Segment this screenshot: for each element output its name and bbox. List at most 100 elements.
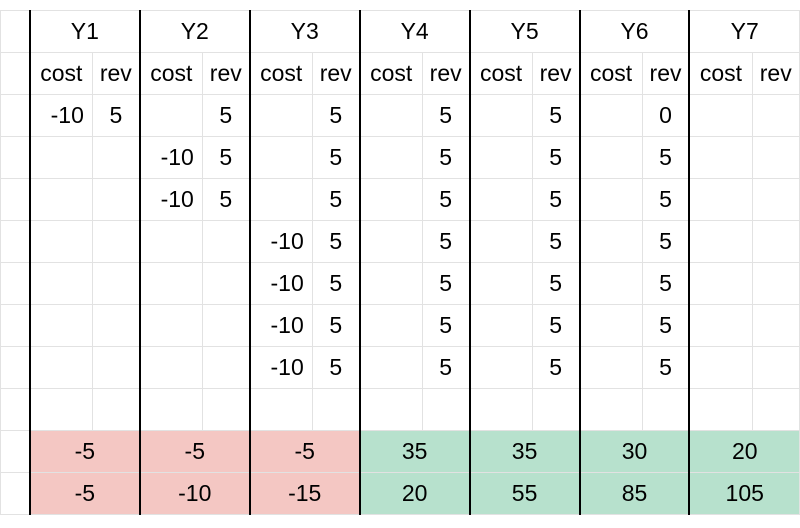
rev-cell[interactable]: 5 <box>641 136 690 179</box>
rev-header-cell[interactable]: rev <box>641 52 690 95</box>
net-cell[interactable]: 30 <box>578 430 690 473</box>
net-cell[interactable]: -5 <box>248 430 361 473</box>
rev-cell[interactable]: 5 <box>311 304 361 347</box>
cost-cell[interactable] <box>358 346 423 389</box>
cost-header-cell[interactable]: cost <box>468 52 533 95</box>
row-gap-cell[interactable] <box>0 52 31 95</box>
cost-cell[interactable] <box>468 262 533 305</box>
cost-cell[interactable] <box>468 178 533 221</box>
cost-cell[interactable] <box>138 388 203 431</box>
rev-cell[interactable] <box>91 178 141 221</box>
year-header-cell[interactable]: Y7 <box>688 10 800 53</box>
rev-header-cell[interactable]: rev <box>311 52 361 95</box>
cost-cell[interactable] <box>688 346 753 389</box>
rev-cell[interactable] <box>201 304 251 347</box>
rev-cell[interactable] <box>201 388 251 431</box>
row-gap-cell[interactable] <box>0 10 31 53</box>
rev-cell[interactable]: 5 <box>201 136 251 179</box>
rev-cell[interactable] <box>91 388 141 431</box>
cumulative-cell[interactable]: 85 <box>578 472 690 515</box>
row-gap-cell[interactable] <box>0 220 31 263</box>
cost-cell[interactable] <box>28 388 93 431</box>
rev-header-cell[interactable]: rev <box>91 52 141 95</box>
cost-cell[interactable] <box>28 220 93 263</box>
cost-header-cell[interactable]: cost <box>248 52 313 95</box>
rev-cell[interactable] <box>751 304 800 347</box>
cost-cell[interactable] <box>578 262 643 305</box>
row-gap-cell[interactable] <box>0 430 31 473</box>
rev-cell[interactable]: 5 <box>421 178 471 221</box>
rev-cell[interactable]: 5 <box>641 262 690 305</box>
rev-cell[interactable]: 5 <box>311 136 361 179</box>
rev-cell[interactable] <box>91 136 141 179</box>
cost-header-cell[interactable]: cost <box>138 52 203 95</box>
cost-cell[interactable] <box>138 220 203 263</box>
rev-cell[interactable] <box>91 304 141 347</box>
cost-cell[interactable] <box>138 304 203 347</box>
rev-cell[interactable] <box>641 388 690 431</box>
cost-cell[interactable]: -10 <box>248 304 313 347</box>
rev-cell[interactable]: 5 <box>531 304 581 347</box>
rev-cell[interactable]: 5 <box>531 262 581 305</box>
cost-cell[interactable] <box>248 388 313 431</box>
rev-cell[interactable]: 5 <box>421 220 471 263</box>
cost-cell[interactable] <box>248 178 313 221</box>
row-gap-cell[interactable] <box>0 136 31 179</box>
cumulative-cell[interactable]: 20 <box>358 472 471 515</box>
cost-cell[interactable] <box>688 388 753 431</box>
cost-cell[interactable] <box>578 94 643 137</box>
net-cell[interactable]: -5 <box>138 430 251 473</box>
cost-cell[interactable] <box>358 220 423 263</box>
cost-cell[interactable] <box>468 94 533 137</box>
cost-cell[interactable] <box>688 136 753 179</box>
rev-cell[interactable]: 5 <box>311 346 361 389</box>
rev-cell[interactable]: 5 <box>641 178 690 221</box>
cost-cell[interactable]: -10 <box>248 346 313 389</box>
cost-cell[interactable] <box>468 388 533 431</box>
rev-cell[interactable] <box>201 262 251 305</box>
cost-cell[interactable]: -10 <box>138 136 203 179</box>
rev-cell[interactable]: 5 <box>641 304 690 347</box>
rev-cell[interactable]: 5 <box>531 136 581 179</box>
cost-cell[interactable] <box>578 388 643 431</box>
row-gap-cell[interactable] <box>0 262 31 305</box>
rev-cell[interactable] <box>421 388 471 431</box>
cost-cell[interactable] <box>28 304 93 347</box>
rev-cell[interactable]: 5 <box>641 346 690 389</box>
rev-cell[interactable] <box>751 178 800 221</box>
row-gap-cell[interactable] <box>0 472 31 515</box>
rev-cell[interactable]: 5 <box>311 262 361 305</box>
net-cell[interactable]: -5 <box>28 430 141 473</box>
cost-cell[interactable] <box>248 94 313 137</box>
cost-cell[interactable] <box>468 304 533 347</box>
cost-cell[interactable] <box>578 346 643 389</box>
cost-cell[interactable]: -10 <box>248 262 313 305</box>
rev-cell[interactable] <box>91 262 141 305</box>
rev-cell[interactable]: 5 <box>421 262 471 305</box>
rev-cell[interactable]: 5 <box>421 346 471 389</box>
year-header-cell[interactable]: Y3 <box>248 10 361 53</box>
cumulative-cell[interactable]: -15 <box>248 472 361 515</box>
rev-cell[interactable] <box>201 220 251 263</box>
cost-cell[interactable] <box>358 94 423 137</box>
year-header-cell[interactable]: Y1 <box>28 10 141 53</box>
rev-cell[interactable] <box>91 346 141 389</box>
cost-cell[interactable] <box>358 388 423 431</box>
cost-cell[interactable] <box>578 136 643 179</box>
row-gap-cell[interactable] <box>0 94 31 137</box>
row-gap-cell[interactable] <box>0 346 31 389</box>
cost-cell[interactable] <box>358 262 423 305</box>
rev-cell[interactable]: 5 <box>531 346 581 389</box>
rev-header-cell[interactable]: rev <box>751 52 800 95</box>
rev-cell[interactable] <box>751 136 800 179</box>
rev-cell[interactable]: 5 <box>531 178 581 221</box>
row-gap-cell[interactable] <box>0 388 31 431</box>
rev-header-cell[interactable]: rev <box>421 52 471 95</box>
cost-cell[interactable]: -10 <box>248 220 313 263</box>
cost-cell[interactable] <box>688 94 753 137</box>
cost-cell[interactable]: -10 <box>28 94 93 137</box>
rev-cell[interactable]: 5 <box>531 94 581 137</box>
cost-cell[interactable] <box>468 346 533 389</box>
rev-header-cell[interactable]: rev <box>201 52 251 95</box>
rev-cell[interactable] <box>751 94 800 137</box>
